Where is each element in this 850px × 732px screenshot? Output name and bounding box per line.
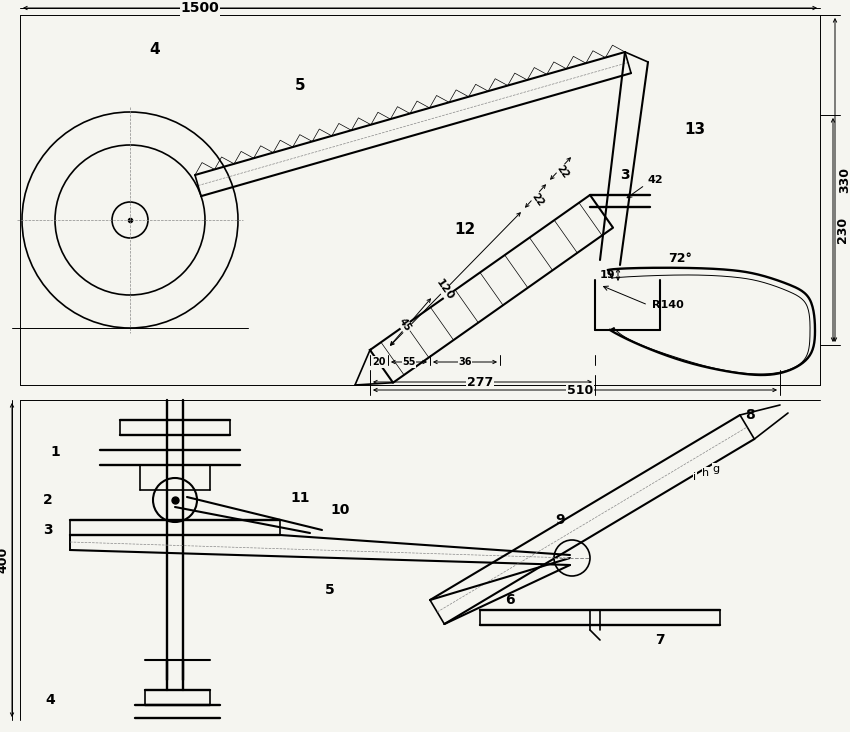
Text: 20: 20 <box>372 357 386 367</box>
Text: 6: 6 <box>505 593 515 607</box>
Text: 1500: 1500 <box>180 1 219 15</box>
Text: 72°: 72° <box>668 252 692 264</box>
Text: 42: 42 <box>647 175 663 185</box>
Text: 11: 11 <box>290 491 309 505</box>
Text: 7: 7 <box>655 633 665 647</box>
Text: 3: 3 <box>620 168 630 182</box>
Text: 2: 2 <box>43 493 53 507</box>
Text: 277: 277 <box>467 376 493 389</box>
Text: g: g <box>712 464 720 474</box>
Text: 22: 22 <box>555 164 571 180</box>
Text: 1: 1 <box>50 445 60 459</box>
Text: i: i <box>694 472 696 482</box>
Text: 4: 4 <box>45 693 55 707</box>
Text: 3: 3 <box>43 523 53 537</box>
Text: 8: 8 <box>745 408 755 422</box>
Text: 55: 55 <box>402 357 416 367</box>
Text: 5: 5 <box>325 583 335 597</box>
Text: 10: 10 <box>331 503 349 517</box>
Text: 400: 400 <box>0 547 9 573</box>
Text: 4: 4 <box>150 42 161 58</box>
Text: 13: 13 <box>684 122 705 138</box>
Text: 12: 12 <box>455 223 476 237</box>
Text: 5: 5 <box>295 78 305 92</box>
Text: 22: 22 <box>530 192 546 209</box>
Text: h: h <box>702 468 710 478</box>
Text: 330: 330 <box>838 167 850 193</box>
Text: 9: 9 <box>555 513 564 527</box>
Text: 230: 230 <box>836 217 849 243</box>
Text: 510: 510 <box>567 384 593 397</box>
Text: 36: 36 <box>458 357 472 367</box>
Text: 19: 19 <box>600 270 615 280</box>
Text: 45: 45 <box>397 317 413 333</box>
Text: R140: R140 <box>652 300 684 310</box>
Text: 120: 120 <box>434 277 456 302</box>
